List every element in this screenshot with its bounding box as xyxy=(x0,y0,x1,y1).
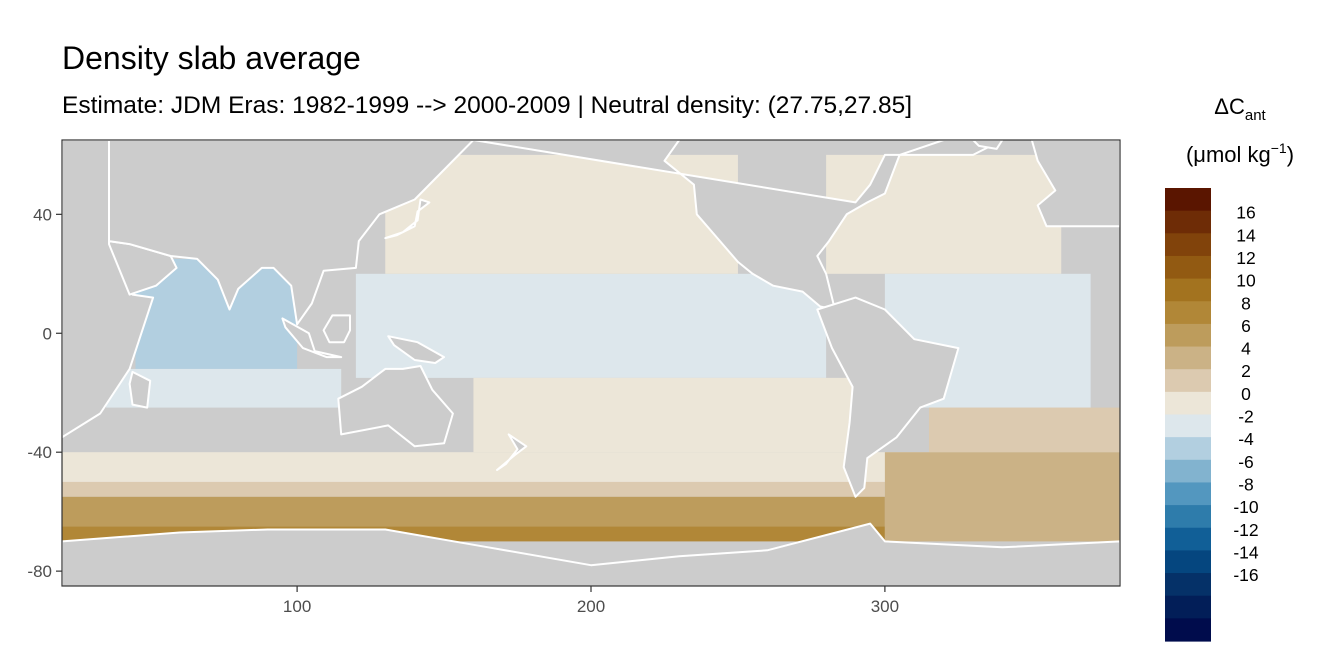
legend-label-13: -10 xyxy=(1233,497,1259,517)
land-antarctica xyxy=(62,522,1120,586)
legend-key-4 xyxy=(1165,278,1211,302)
ocean-region-10 xyxy=(62,496,885,527)
legend-title-main: ΔC xyxy=(1214,94,1245,119)
legend-key-7 xyxy=(1165,346,1211,370)
legend-title: ΔCant xyxy=(1214,94,1266,124)
ocean-region-12 xyxy=(884,452,1120,542)
legend-title-subscript: ant xyxy=(1245,107,1267,124)
chart-title: Density slab average xyxy=(62,40,361,76)
legend-key-13 xyxy=(1165,482,1211,506)
legend-key-5 xyxy=(1165,301,1211,325)
land-madagascar xyxy=(128,370,152,409)
legend-label-12: -8 xyxy=(1238,474,1254,494)
land-iceland-greenland xyxy=(972,140,1004,150)
x-tick-label-300: 300 xyxy=(871,597,899,616)
legend-key-9 xyxy=(1165,391,1211,416)
legend-label-10: -4 xyxy=(1238,429,1254,449)
legend-label-16: -16 xyxy=(1233,565,1258,585)
legend-key-3 xyxy=(1165,255,1211,280)
legend-label-7: 2 xyxy=(1241,361,1251,381)
y-axis: 40 0 -40 -80 xyxy=(27,205,62,581)
legend-label-14: -12 xyxy=(1233,520,1258,540)
legend-key-15 xyxy=(1165,527,1211,551)
legend-keys xyxy=(1165,188,1211,642)
land-sumatra-java xyxy=(281,317,343,359)
chart-subtitle: Estimate: JDM Eras: 1982-1999 --> 2000-2… xyxy=(62,92,913,119)
legend-label-6: 4 xyxy=(1241,339,1251,359)
legend-label-0: 16 xyxy=(1236,203,1255,223)
x-tick-label-100: 100 xyxy=(283,597,311,616)
legend-label-9: -2 xyxy=(1238,407,1254,427)
legend-key-16 xyxy=(1165,550,1211,574)
legend-key-1 xyxy=(1165,210,1211,234)
ocean-region-3 xyxy=(385,154,738,274)
x-tick-label-200: 200 xyxy=(577,597,605,616)
legend-key-10 xyxy=(1165,414,1211,438)
land-australia xyxy=(337,365,454,448)
legend-label-11: -6 xyxy=(1238,452,1254,472)
y-tick-label-0: 0 xyxy=(43,324,52,343)
land-japan xyxy=(384,198,431,240)
land-south-america xyxy=(816,296,960,498)
land-borneo xyxy=(322,314,351,344)
land-new-guinea xyxy=(387,335,446,364)
legend-unit-suffix: ) xyxy=(1287,142,1294,167)
land-masses xyxy=(62,140,1120,586)
y-tick-label--80: -80 xyxy=(27,562,52,581)
land-north-america xyxy=(472,140,1004,311)
legend-label-3: 10 xyxy=(1236,271,1256,291)
legend-key-19 xyxy=(1165,618,1211,642)
legend-label-15: -14 xyxy=(1233,542,1259,562)
x-axis: 100 200 300 xyxy=(283,586,899,616)
legend-key-0 xyxy=(1165,188,1211,212)
legend-key-11 xyxy=(1165,437,1211,461)
legend-key-8 xyxy=(1165,369,1211,393)
legend-key-14 xyxy=(1165,505,1211,529)
land-europe-west xyxy=(1030,140,1120,228)
map-panel xyxy=(62,140,1120,586)
ocean-region-9 xyxy=(62,481,885,497)
ocean-region-7 xyxy=(928,407,1120,453)
ocean-region-5 xyxy=(826,154,1062,274)
land-new-zealand xyxy=(496,433,528,471)
legend-label-4: 8 xyxy=(1241,293,1251,313)
legend-key-2 xyxy=(1165,233,1211,257)
legend-unit-prefix: (μmol kg xyxy=(1186,142,1271,167)
legend-unit-exponent: −1 xyxy=(1271,140,1287,156)
y-tick-label--40: -40 xyxy=(27,443,52,462)
legend-unit: (μmol kg−1) xyxy=(1186,140,1294,167)
legend-key-12 xyxy=(1165,459,1211,484)
legend-key-6 xyxy=(1165,323,1211,348)
legend-label-8: 0 xyxy=(1241,384,1251,404)
legend-label-1: 14 xyxy=(1236,225,1256,245)
legend-key-18 xyxy=(1165,595,1211,619)
legend-label-5: 6 xyxy=(1241,316,1251,336)
y-tick-label-40: 40 xyxy=(33,205,52,224)
legend-label-2: 12 xyxy=(1236,248,1255,268)
land-eurasia xyxy=(108,140,475,326)
ocean-region-4 xyxy=(473,377,856,453)
legend-key-17 xyxy=(1165,573,1211,597)
